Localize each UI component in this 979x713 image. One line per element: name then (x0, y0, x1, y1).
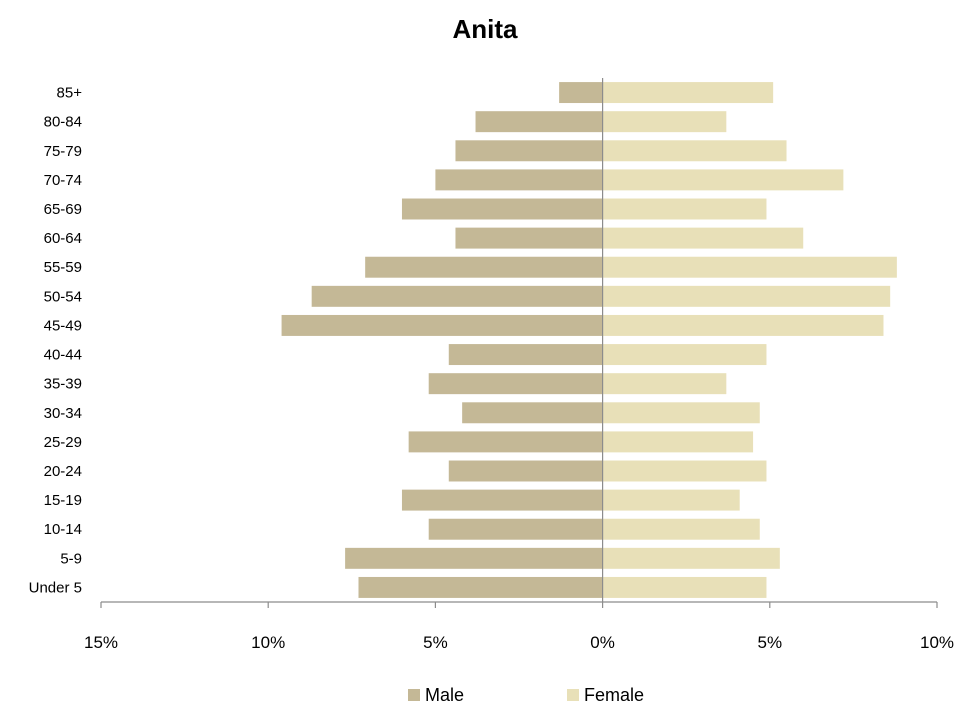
bar-female-85+ (602, 82, 774, 104)
bar-female-55-59 (602, 256, 897, 278)
x-tick-label: 0% (590, 633, 615, 652)
bar-male-30-34 (462, 402, 603, 424)
legend-swatch-female (567, 689, 579, 701)
y-tick-label: 30-34 (44, 405, 82, 422)
bar-female-80-84 (602, 111, 727, 133)
legend-swatch-male (408, 689, 420, 701)
bar-male-45-49 (281, 314, 603, 336)
y-tick-label: 45-49 (44, 317, 82, 334)
bar-male-55-59 (365, 256, 603, 278)
y-tick-label: 80-84 (44, 114, 82, 131)
bar-male-50-54 (311, 285, 603, 307)
y-tick-label: 85+ (57, 85, 83, 102)
bar-female-65-69 (602, 198, 767, 220)
bar-male-15-19 (401, 489, 603, 511)
y-tick-label: 70-74 (44, 172, 82, 189)
bar-female-25-29 (602, 431, 754, 453)
bar-male-35-39 (428, 373, 603, 395)
bar-male-70-74 (435, 169, 603, 191)
bar-male-10-14 (428, 518, 603, 540)
plot-area: Under 5 5-9 10-14 15-19 20-24 25-29 30-34 35-39… (29, 78, 954, 652)
x-tick-label: 5% (423, 633, 448, 652)
bar-female-60-64 (602, 227, 804, 249)
bar-male-80-84 (475, 111, 603, 133)
y-tick-label: 60-64 (44, 230, 82, 247)
bar-male-25-29 (408, 431, 603, 453)
x-tick-label: 5% (758, 633, 783, 652)
bar-female-75-79 (602, 140, 787, 162)
y-tick-label: Under 5 (29, 579, 82, 596)
y-tick-label: 40-44 (44, 347, 82, 364)
bar-female-10-14 (602, 518, 760, 540)
legend-label-male: Male (425, 685, 464, 705)
y-tick-label: 35-39 (44, 376, 82, 393)
x-tick-label: 10% (251, 633, 285, 652)
bar-female-40-44 (602, 344, 767, 366)
bar-female-35-39 (602, 373, 727, 395)
bar-female-15-19 (602, 489, 740, 511)
x-tick-label: 10% (920, 633, 954, 652)
y-tick-label: 65-69 (44, 201, 82, 218)
y-tick-label: 50-54 (44, 288, 82, 305)
bar-female-70-74 (602, 169, 844, 191)
legend: Male Female (408, 685, 644, 705)
legend-label-female: Female (584, 685, 644, 705)
bar-female-20-24 (602, 460, 767, 482)
y-tick-label: 20-24 (44, 463, 82, 480)
x-tick-label: 15% (84, 633, 118, 652)
bar-male-65-69 (401, 198, 603, 220)
y-tick-label: 5-9 (60, 550, 82, 567)
bar-female-50-54 (602, 285, 891, 307)
bar-male-5-9 (345, 547, 603, 569)
y-tick-label: 25-29 (44, 434, 82, 451)
y-tick-label: 10-14 (44, 521, 82, 538)
bar-female-45-49 (602, 314, 884, 336)
y-tick-label: 75-79 (44, 143, 82, 160)
y-tick-label: 55-59 (44, 259, 82, 276)
bar-female-5-9 (602, 547, 780, 569)
bar-male-85+ (559, 82, 603, 104)
bar-male-20-24 (448, 460, 603, 482)
bar-female-under-5 (602, 576, 767, 598)
chart-title: Anita (453, 14, 519, 44)
bar-female-30-34 (602, 402, 760, 424)
bar-male-40-44 (448, 344, 603, 366)
bar-male-75-79 (455, 140, 603, 162)
bar-male-under-5 (358, 576, 603, 598)
bar-male-60-64 (455, 227, 603, 249)
y-tick-label: 15-19 (44, 492, 82, 509)
